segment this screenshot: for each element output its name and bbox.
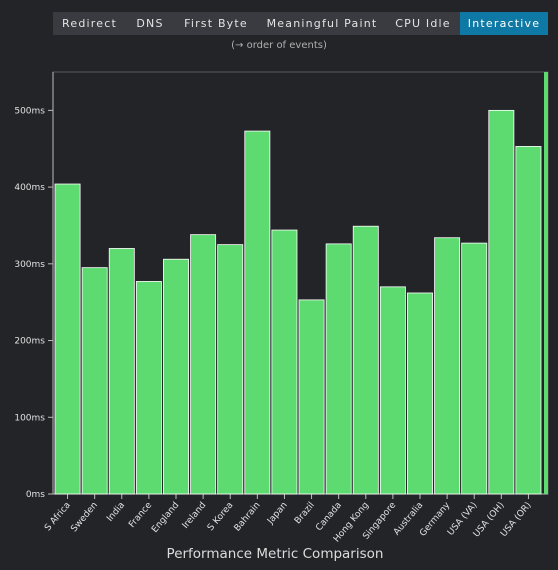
x-tick-label: India	[105, 501, 127, 524]
tab-redirect[interactable]: Redirect	[62, 17, 117, 30]
bar-england[interactable]	[163, 258, 189, 495]
bar-india[interactable]	[108, 248, 135, 495]
x-axis-title: Performance Metric Comparison	[167, 546, 384, 562]
bar-canada[interactable]	[325, 243, 352, 495]
y-tick-label: 0ms	[26, 490, 45, 500]
bar-usa-or[interactable]	[515, 146, 542, 495]
bar-bahrain[interactable]	[244, 130, 271, 495]
bar-australia[interactable]	[407, 292, 433, 495]
bar-s-korea[interactable]	[217, 244, 244, 495]
x-tick-label: Japan	[265, 501, 289, 527]
bar-france[interactable]	[135, 281, 162, 495]
bar-usa-va[interactable]	[461, 242, 488, 495]
x-tick-label: Bahrain	[233, 501, 263, 534]
y-tick-label: 500ms	[14, 106, 45, 116]
y-tick-label: 300ms	[14, 260, 45, 270]
y-tick-label: 400ms	[14, 183, 45, 193]
bar-brazil[interactable]	[298, 299, 325, 495]
bar-s-africa[interactable]	[54, 183, 81, 495]
tab-cpu-idle[interactable]: CPU Idle	[395, 17, 451, 30]
bar-ireland[interactable]	[190, 234, 217, 495]
x-tick-label: Ireland	[181, 501, 209, 531]
tab-meaningful-paint[interactable]: Meaningful Paint	[266, 17, 378, 30]
bar-germany[interactable]	[434, 237, 461, 495]
x-tick-label: England	[150, 501, 181, 535]
tab-first-byte[interactable]: First Byte	[184, 17, 248, 30]
metric-tabs: Redirect DNS First Byte Meaningful Paint…	[53, 12, 548, 35]
bar-sweden[interactable]	[81, 267, 108, 495]
x-tick-label: S Korea	[206, 501, 236, 534]
bar-japan[interactable]	[271, 229, 298, 495]
bars-layer	[54, 109, 542, 495]
x-tick-label: France	[127, 500, 154, 530]
x-tick-label: Sweden	[69, 501, 100, 535]
y-tick-label: 200ms	[14, 337, 45, 347]
bar-singapore[interactable]	[379, 286, 406, 495]
y-tick-label: 100ms	[14, 413, 45, 423]
x-tick-label: S Africa	[43, 501, 73, 534]
tab-dns[interactable]: DNS	[136, 17, 164, 30]
tab-interactive[interactable]: Interactive	[460, 12, 548, 35]
chart-subtitle: (→ order of events)	[231, 40, 327, 51]
bar-hong-kong[interactable]	[352, 225, 379, 495]
bar-usa-oh[interactable]	[488, 109, 515, 495]
x-tick-label: Brazil	[293, 501, 317, 527]
scroll-indicator	[544, 72, 548, 494]
